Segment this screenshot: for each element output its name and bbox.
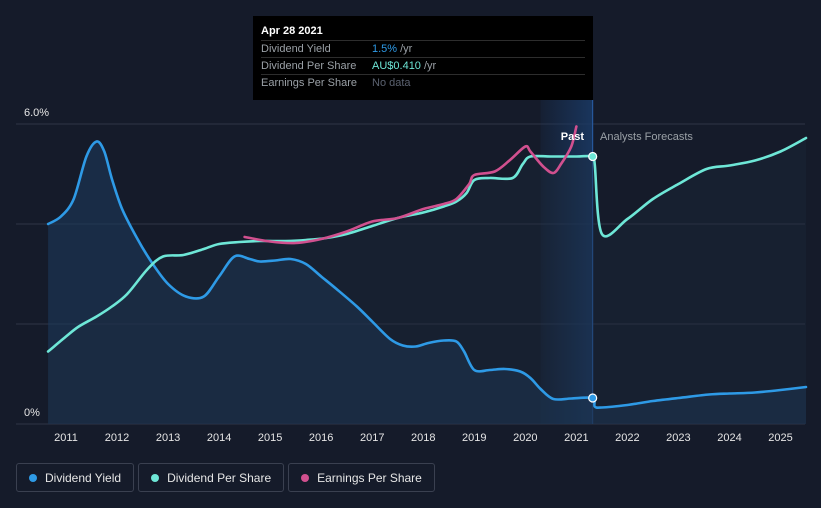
x-tick-label: 2020 — [513, 432, 537, 444]
y-tick-label: 6.0% — [24, 107, 49, 119]
x-tick-label: 2023 — [666, 432, 690, 444]
line-earnings-per-share — [243, 125, 578, 245]
x-tick-label: 2021 — [564, 432, 588, 444]
area-dividend-per-share — [48, 138, 807, 424]
past-label: Past — [561, 131, 585, 143]
tooltip: Apr 28 2021 Dividend Yield 1.5% /yr Divi… — [253, 16, 593, 100]
x-tick-label: 2024 — [717, 432, 741, 444]
x-tick-label: 2011 — [54, 432, 78, 444]
tooltip-unit: /yr — [423, 60, 437, 72]
tooltip-row-dps: Dividend Per Share AU$0.410 /yr — [261, 57, 585, 74]
x-tick-label: 2014 — [207, 432, 231, 444]
markers — [588, 151, 598, 403]
tooltip-row-eps: Earnings Per Share No data — [261, 74, 585, 91]
legend-item-earnings-per-share[interactable]: Earnings Per Share — [288, 463, 435, 492]
x-tick-label: 2016 — [309, 432, 333, 444]
legend-dot-icon — [29, 473, 37, 482]
x-tick-label: 2022 — [615, 432, 639, 444]
marker-dividend-yield — [588, 393, 598, 403]
tooltip-unit: /yr — [400, 43, 413, 55]
tooltip-label: Earnings Per Share — [261, 77, 357, 89]
tooltip-row-yield: Dividend Yield 1.5% /yr — [261, 40, 585, 57]
tooltip-label: Dividend Yield — [261, 43, 331, 55]
x-tick-label: 2013 — [156, 432, 180, 444]
series-lines — [46, 125, 808, 409]
marker-dividend-per-share — [588, 151, 598, 162]
legend-label: Dividend Per Share — [167, 470, 272, 485]
tooltip-date: Apr 28 2021 — [261, 25, 323, 37]
line-dividend-yield — [46, 140, 808, 409]
tooltip-value: No data — [372, 77, 411, 89]
tooltip-value: AU$0.410 — [372, 60, 421, 72]
x-tick-label: 2018 — [411, 432, 435, 444]
y-tick-label: 0% — [24, 407, 40, 419]
tooltip-value: 1.5% — [372, 43, 398, 55]
legend-label: Earnings Per Share — [317, 470, 422, 485]
legend-dot-icon — [151, 473, 160, 482]
legend-label: Dividend Yield — [45, 470, 122, 485]
x-tick-label: 2019 — [462, 432, 486, 444]
legend-dot-icon — [301, 473, 310, 482]
axis-labels: 6.0% 0% 2011 2012 2013 2014 2015 2016 2017 2018 20… — [24, 107, 793, 444]
x-tick-label: 2015 — [258, 432, 282, 444]
tooltip-label: Dividend Per Share — [261, 60, 357, 72]
legend-item-dividend-per-share[interactable]: Dividend Per Share — [138, 463, 285, 492]
legend-item-dividend-yield[interactable]: Dividend Yield — [16, 463, 135, 492]
legend: Dividend Yield Dividend Per Share Earnin… — [16, 463, 435, 492]
area-fills — [48, 138, 807, 425]
area-dividend-yield — [48, 141, 807, 425]
x-tick-label: 2012 — [105, 432, 129, 444]
line-dividend-per-share — [46, 136, 808, 353]
x-tick-label: 2017 — [360, 432, 384, 444]
forecast-label: Analysts Forecasts — [600, 131, 693, 143]
x-tick-label: 2025 — [768, 432, 792, 444]
